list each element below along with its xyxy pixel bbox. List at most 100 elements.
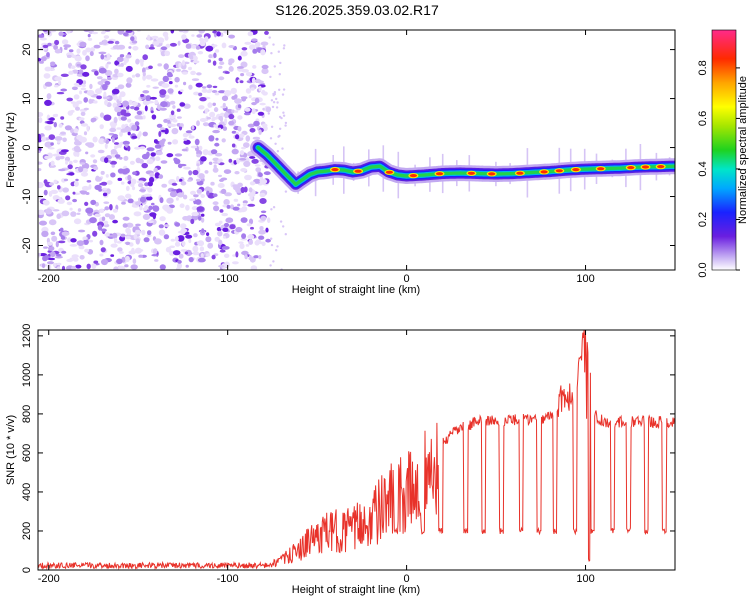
spectrogram-noise-blob (61, 149, 69, 153)
spectrogram-noise-blob (127, 198, 134, 204)
spectrogram-noise-blob (110, 254, 115, 257)
spectrogram-noise-blob (272, 206, 276, 209)
spectrogram-noise-blob (131, 101, 138, 107)
spectrogram-noise-blob (159, 107, 167, 111)
spectrogram-noise-blob (132, 258, 137, 265)
spectrogram-noise-blob (166, 207, 174, 214)
spectrogram-noise-blob (265, 238, 271, 243)
spectrogram-noise-blob (117, 30, 125, 35)
spectrogram-noise-blob (191, 78, 200, 81)
spectrogram-noise-blob (270, 243, 274, 247)
spectrogram-noise-blob (212, 60, 217, 66)
spectrogram-noise-blob (130, 182, 135, 187)
snr-y-tick-label: 600 (21, 444, 33, 462)
spectrogram-noise-blob (189, 198, 196, 202)
spectrogram-noise-blob (58, 80, 62, 85)
spectrogram-noise-blob (100, 247, 106, 253)
spectrogram-noise-blob (232, 261, 239, 265)
spectrogram-noise-blob (164, 50, 171, 56)
spectrogram-noise-blob (44, 125, 52, 131)
spectrogram-noise-blob (258, 85, 262, 92)
spectrogram-noise-blob (181, 34, 187, 40)
colorbar-label: Normalized spectral amplitude (737, 76, 749, 224)
spectrogram-noise-blob (112, 102, 118, 109)
spectrogram-noise-blob (38, 57, 42, 62)
spectrogram-noise-blob (172, 105, 176, 109)
spectrogram-noise-blob (54, 48, 62, 54)
spectrogram-noise-blob (107, 40, 114, 44)
spectrogram-noise-blob (202, 149, 209, 156)
spectrogram-noise-blob (237, 104, 242, 109)
spectrogram-noise-blob (62, 187, 69, 193)
spectrogram-noise-blob (116, 241, 122, 244)
spectrogram-noise-blob (218, 239, 223, 246)
spectrogram-noise-blob (279, 220, 283, 223)
spectrogram-noise-blob (94, 70, 99, 76)
spectrogram-noise-blob (41, 230, 49, 238)
spectrogram-noise-blob (125, 185, 130, 192)
spectrogram-noise-blob (88, 239, 93, 243)
spectrogram-noise-blob (125, 65, 133, 72)
spectrogram-x-ticks: -200 -100 0 100 (38, 30, 595, 285)
spectrogram-noise-blob (244, 174, 252, 181)
spectrogram-noise-blob (164, 224, 170, 228)
spectrogram-noise-blob (180, 181, 187, 186)
spectrogram-noise-blob (90, 154, 96, 158)
spectrogram-noise-blob (142, 213, 151, 220)
spectrogram-noise-blob (127, 145, 131, 152)
spectrogram-noise-blob (218, 264, 225, 268)
spectrogram-noise-blob (193, 91, 200, 96)
spectrogram-noise-blob (63, 44, 71, 48)
spectrogram-noise-blob (72, 69, 79, 74)
spectrogram-noise-blob (140, 93, 145, 98)
spectrogram-noise-blob (96, 95, 102, 100)
spectrogram-noise-blob (85, 192, 90, 195)
spectrogram-noise-blob (66, 97, 73, 102)
spectrogram-noise-blob (73, 145, 81, 152)
spectrogram-noise-blob (200, 156, 207, 162)
spectrogram-noise-blob (282, 225, 285, 228)
spectrogram-noise-blob (176, 116, 182, 119)
spectrogram-noise-blob (235, 134, 240, 140)
spectrogram-noise-blob (188, 238, 192, 244)
spectrogram-noise-blob (139, 146, 146, 150)
spectrogram-noise-blob (181, 71, 188, 75)
spectrogram-noise-blob (90, 199, 97, 206)
spectrogram-noise-blob (223, 30, 230, 34)
snr-frame (37, 329, 676, 571)
spectrogram-noise-blob (76, 240, 85, 247)
spectrogram-noise-blob (170, 30, 175, 34)
spectrogram-noise-blob (152, 248, 158, 255)
spectrogram-noise-blob (240, 61, 248, 68)
spectrogram-noise-blob (118, 156, 123, 160)
spectrogram-noise-blob (85, 47, 92, 53)
spectrogram-noise-blob (254, 41, 261, 48)
spectrogram-noise-blob (275, 249, 278, 252)
spectrogram-track-hotspot (572, 168, 580, 172)
spectrogram-noise-blob (256, 239, 261, 243)
spectrogram-noise-blob (67, 110, 74, 116)
spectrogram-noise-blob (177, 260, 182, 264)
spectrogram-noise-blob (44, 99, 52, 106)
spectrogram-noise-blob (250, 265, 258, 270)
spectrogram-noise-blob (110, 243, 118, 248)
spectrogram-noise-blob (147, 187, 153, 193)
spectrogram-noise-blob (192, 251, 199, 256)
spectrogram-noise-blob (214, 92, 220, 96)
spectrogram-noise-blob (212, 157, 219, 162)
spectrogram-noise-blob (38, 136, 42, 143)
spectrogram-noise-blob (61, 39, 69, 45)
spectrogram-noise-blob (163, 234, 170, 240)
spectrogram-noise-blob (214, 142, 220, 147)
spectrogram-noise-blob (204, 36, 209, 43)
spectrogram-noise-blob (78, 166, 84, 173)
spectrogram-noise-blob (235, 251, 239, 258)
spectrogram-noise-blob (258, 255, 262, 260)
spectrogram-noise-blob (192, 60, 200, 64)
spectrogram-noise-blob (118, 142, 123, 149)
spectrogram-noise-blob (166, 153, 174, 158)
spectrogram-noise-blob (217, 183, 225, 188)
spectrogram-noise-blob (284, 124, 287, 127)
spectrogram-noise-blob (70, 65, 76, 69)
spectrogram-noise-blob (50, 160, 55, 166)
